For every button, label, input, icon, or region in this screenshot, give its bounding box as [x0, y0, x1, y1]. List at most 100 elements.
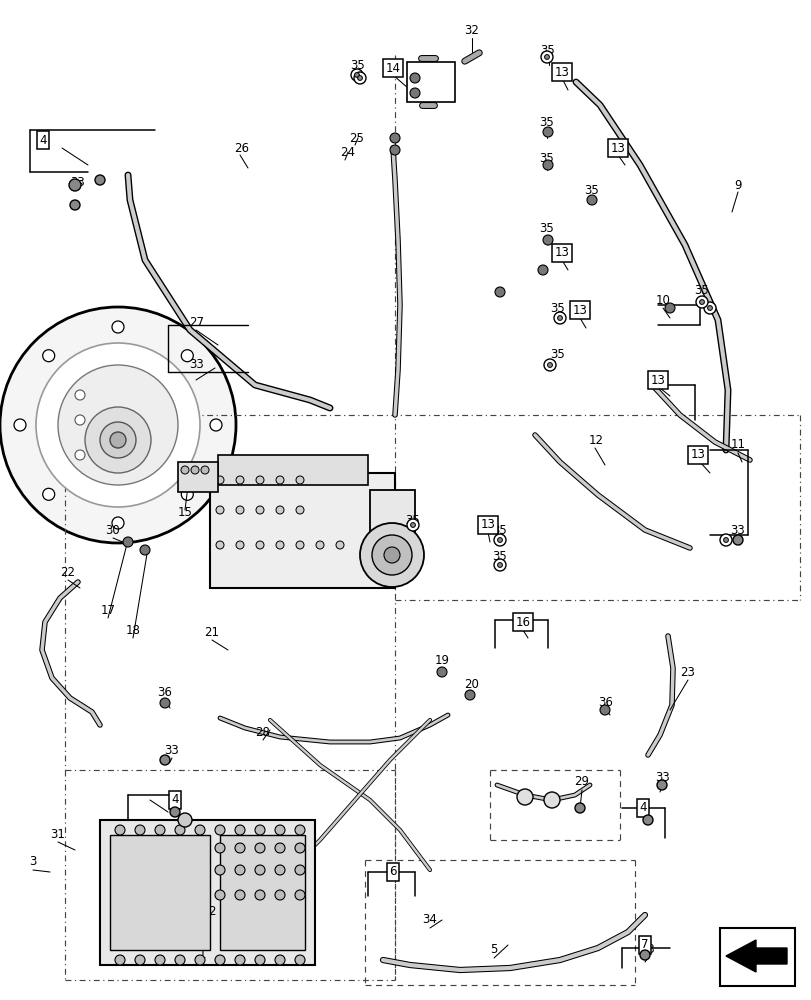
- Circle shape: [336, 541, 344, 549]
- Circle shape: [384, 547, 400, 563]
- Circle shape: [540, 51, 552, 63]
- Text: 13: 13: [480, 518, 495, 532]
- Circle shape: [354, 72, 366, 84]
- Text: 19: 19: [434, 654, 449, 666]
- Circle shape: [315, 541, 324, 549]
- Circle shape: [436, 667, 446, 677]
- Circle shape: [122, 537, 133, 547]
- Circle shape: [69, 179, 81, 191]
- Circle shape: [255, 955, 264, 965]
- Circle shape: [547, 363, 551, 367]
- Circle shape: [495, 287, 504, 297]
- Text: 35: 35: [550, 349, 564, 361]
- Circle shape: [296, 476, 303, 484]
- Circle shape: [586, 195, 596, 205]
- Bar: [178, 462, 217, 492]
- Circle shape: [664, 303, 674, 313]
- Text: 33: 33: [730, 524, 744, 536]
- Text: 33: 33: [165, 744, 179, 756]
- Text: 35: 35: [539, 222, 554, 234]
- Text: 35: 35: [693, 284, 709, 296]
- Circle shape: [175, 955, 185, 965]
- Circle shape: [294, 825, 305, 835]
- Circle shape: [296, 506, 303, 514]
- Circle shape: [75, 415, 85, 425]
- Text: 35: 35: [539, 152, 554, 165]
- Text: 13: 13: [554, 66, 569, 79]
- Circle shape: [389, 145, 400, 155]
- Circle shape: [493, 534, 505, 546]
- Circle shape: [210, 419, 221, 431]
- Circle shape: [642, 815, 652, 825]
- Circle shape: [357, 76, 362, 80]
- Bar: [210, 473, 394, 588]
- Text: 15: 15: [178, 506, 192, 518]
- Text: 1: 1: [198, 948, 205, 961]
- Circle shape: [276, 476, 284, 484]
- Text: 5: 5: [490, 943, 497, 956]
- Text: 10: 10: [654, 294, 670, 306]
- Circle shape: [155, 825, 165, 835]
- Text: 35: 35: [584, 184, 599, 197]
- Circle shape: [195, 825, 204, 835]
- Circle shape: [493, 559, 505, 571]
- Circle shape: [112, 321, 124, 333]
- Circle shape: [255, 825, 264, 835]
- Circle shape: [497, 538, 502, 542]
- Circle shape: [255, 476, 264, 484]
- Circle shape: [294, 955, 305, 965]
- Circle shape: [706, 306, 711, 310]
- Circle shape: [599, 705, 609, 715]
- Text: 29: 29: [574, 775, 589, 788]
- Text: 13: 13: [554, 246, 569, 259]
- Text: 24: 24: [340, 146, 355, 159]
- Text: 30: 30: [105, 524, 120, 536]
- Circle shape: [112, 517, 124, 529]
- Circle shape: [517, 789, 532, 805]
- Text: 34: 34: [422, 913, 437, 926]
- Text: 33: 33: [71, 176, 85, 189]
- Text: 13: 13: [572, 304, 586, 316]
- Circle shape: [115, 955, 125, 965]
- Circle shape: [0, 307, 236, 543]
- Circle shape: [43, 350, 54, 362]
- Circle shape: [216, 506, 224, 514]
- Circle shape: [234, 843, 245, 853]
- Circle shape: [115, 825, 125, 835]
- Circle shape: [255, 843, 264, 853]
- Circle shape: [191, 466, 199, 474]
- Circle shape: [216, 476, 224, 484]
- Text: 35: 35: [540, 44, 555, 57]
- Circle shape: [497, 563, 502, 567]
- Circle shape: [70, 200, 80, 210]
- Text: 9: 9: [733, 179, 740, 192]
- Circle shape: [543, 235, 552, 245]
- Circle shape: [543, 160, 552, 170]
- Circle shape: [719, 534, 731, 546]
- Bar: [220, 835, 305, 950]
- Text: 11: 11: [730, 438, 744, 452]
- Bar: [406, 62, 454, 102]
- Circle shape: [135, 825, 145, 835]
- Text: 3: 3: [29, 855, 36, 868]
- Circle shape: [354, 73, 359, 77]
- Circle shape: [255, 890, 264, 900]
- Text: 7: 7: [641, 938, 648, 951]
- Circle shape: [695, 296, 707, 308]
- Circle shape: [359, 523, 423, 587]
- Circle shape: [215, 890, 225, 900]
- Circle shape: [215, 825, 225, 835]
- Circle shape: [181, 350, 193, 362]
- Circle shape: [160, 755, 169, 765]
- Circle shape: [95, 175, 105, 185]
- Circle shape: [175, 825, 185, 835]
- Circle shape: [275, 825, 285, 835]
- Circle shape: [255, 865, 264, 875]
- Text: 18: 18: [126, 624, 140, 637]
- Circle shape: [276, 506, 284, 514]
- Circle shape: [236, 541, 243, 549]
- Polygon shape: [725, 940, 786, 972]
- Bar: [370, 490, 414, 575]
- Circle shape: [234, 955, 245, 965]
- Circle shape: [14, 419, 26, 431]
